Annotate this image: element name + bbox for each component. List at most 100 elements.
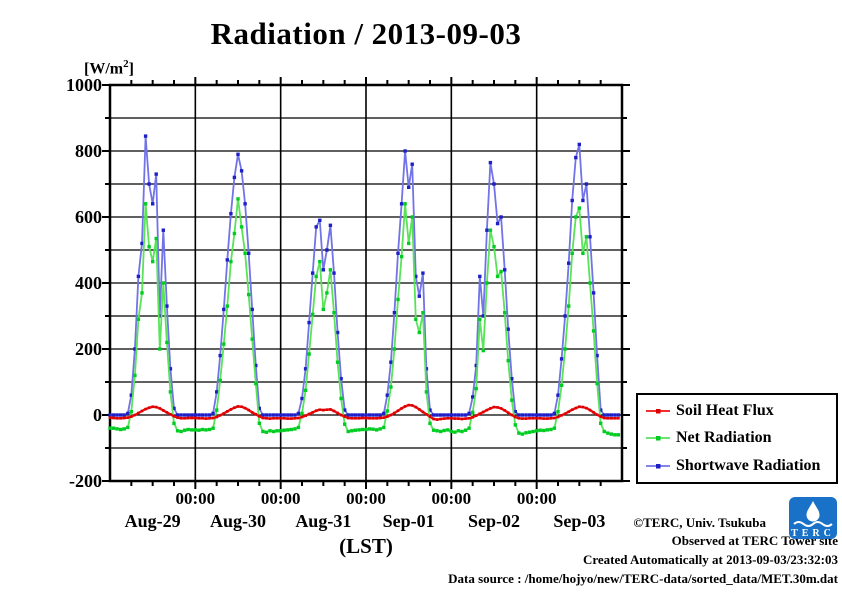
data-point-marker <box>432 417 435 421</box>
data-point-marker <box>510 413 514 417</box>
data-point-marker <box>300 396 304 401</box>
data-point-marker <box>474 414 478 417</box>
data-point-marker <box>616 413 621 417</box>
data-point-marker <box>460 429 464 434</box>
data-point-marker <box>456 413 461 417</box>
data-point-marker <box>556 393 560 397</box>
data-point-marker <box>218 414 222 417</box>
legend-item-net-radiation: Net Radiation <box>638 429 836 447</box>
data-point-marker <box>446 428 450 432</box>
plot-frame <box>108 83 624 483</box>
data-point-marker <box>325 291 329 295</box>
data-point-marker <box>290 417 293 420</box>
data-point-marker <box>442 417 446 420</box>
data-point-marker <box>506 327 510 331</box>
data-point-marker <box>393 411 396 415</box>
data-point-marker <box>489 407 492 410</box>
data-point-marker <box>442 428 446 433</box>
legend-label: Net Radiation <box>676 429 772 447</box>
data-point-marker <box>424 390 429 394</box>
data-point-marker <box>499 215 503 219</box>
data-point-marker <box>161 228 165 232</box>
data-point-marker <box>367 413 372 417</box>
data-point-marker <box>208 417 211 420</box>
data-point-marker <box>499 407 503 410</box>
data-point-marker <box>599 408 603 412</box>
data-point-marker <box>190 428 194 432</box>
data-point-marker <box>293 427 297 431</box>
data-point-marker <box>542 428 546 433</box>
data-point-marker <box>385 409 389 413</box>
data-point-marker <box>211 411 215 416</box>
y-axis-unit-suffix: ] <box>128 60 134 78</box>
data-point-marker <box>368 417 371 420</box>
data-point-marker <box>300 411 304 416</box>
data-point-marker <box>179 429 183 434</box>
data-point-marker <box>122 427 126 431</box>
data-point-marker <box>261 416 265 420</box>
data-point-marker <box>421 271 425 275</box>
data-point-marker <box>482 410 485 414</box>
data-point-marker <box>506 358 510 363</box>
data-point-marker <box>471 416 474 419</box>
data-point-marker <box>197 417 201 420</box>
data-point-marker <box>467 426 471 430</box>
data-point-marker <box>225 304 229 308</box>
data-point-marker <box>421 311 425 315</box>
data-point-marker <box>229 212 233 216</box>
data-point-marker <box>382 416 386 419</box>
x-axis-title: (LST) <box>339 534 393 558</box>
data-point-marker <box>258 415 261 418</box>
data-point-marker <box>236 405 240 408</box>
data-point-marker <box>165 340 169 345</box>
data-point-marker <box>282 428 286 432</box>
y-tick-label: 0 <box>93 405 102 425</box>
data-point-marker <box>570 251 574 255</box>
data-point-marker <box>122 413 126 417</box>
data-point-marker <box>200 413 205 417</box>
data-point-marker <box>410 215 414 219</box>
data-point-marker <box>300 415 304 419</box>
data-point-marker <box>136 317 141 321</box>
data-point-marker <box>588 235 592 239</box>
data-point-marker <box>485 408 489 412</box>
data-point-marker <box>307 320 311 325</box>
data-point-marker <box>204 413 208 417</box>
data-point-marker <box>353 428 357 432</box>
data-point-marker <box>410 162 414 166</box>
data-point-marker <box>346 416 350 420</box>
data-point-marker <box>585 406 588 410</box>
data-point-marker <box>226 410 229 413</box>
water-drop-icon <box>806 501 820 522</box>
data-point-marker <box>250 337 254 341</box>
data-point-marker <box>403 405 407 408</box>
data-point-marker <box>261 413 265 417</box>
data-point-marker <box>559 357 564 361</box>
data-point-marker <box>119 413 123 417</box>
data-point-marker <box>581 405 585 409</box>
data-point-marker <box>133 413 137 417</box>
data-point-marker <box>200 427 205 432</box>
data-point-marker <box>389 360 393 364</box>
data-point-marker <box>453 413 457 417</box>
data-point-marker <box>613 413 617 417</box>
data-point-marker <box>339 396 343 401</box>
credit-created-timestamp: Created Automatically at 2013-09-03/23:3… <box>582 552 838 567</box>
data-point-marker <box>528 417 531 420</box>
data-point-marker <box>201 417 204 420</box>
data-point-marker <box>439 413 443 417</box>
data-point-marker <box>488 228 493 232</box>
data-point-marker <box>325 248 329 252</box>
data-point-marker <box>286 413 290 417</box>
data-point-marker <box>392 311 397 315</box>
data-point-marker <box>417 294 421 298</box>
data-point-marker <box>396 297 400 302</box>
data-point-marker <box>179 417 183 420</box>
data-point-marker <box>147 182 151 186</box>
data-point-marker <box>271 413 276 417</box>
data-point-marker <box>595 381 599 386</box>
data-point-marker <box>229 408 233 411</box>
data-point-marker <box>336 411 339 415</box>
data-point-marker <box>531 429 535 434</box>
data-point-marker <box>503 268 507 272</box>
